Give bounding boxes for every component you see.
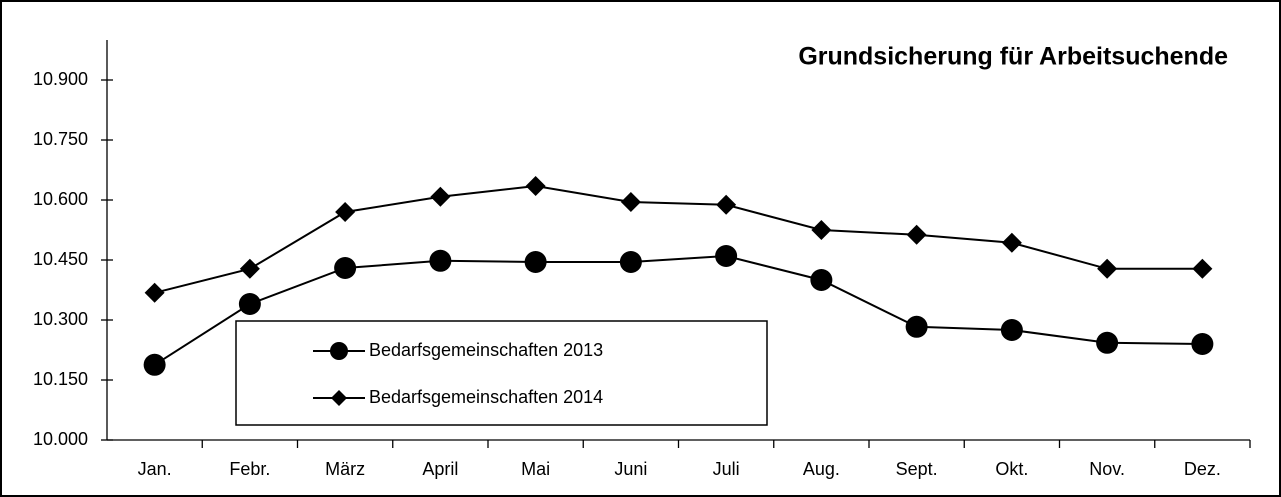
marker (1191, 333, 1214, 355)
marker (905, 315, 928, 338)
marker (1192, 258, 1213, 279)
y-tick-label: 10.600 (33, 189, 88, 209)
x-tick-label: März (325, 459, 365, 479)
marker (430, 186, 451, 207)
x-tick-label: Juni (614, 459, 647, 479)
series-line (154, 184, 1203, 294)
marker (334, 257, 357, 279)
marker (239, 258, 260, 279)
x-tick-label: Dez. (1184, 459, 1221, 479)
marker (1000, 319, 1023, 341)
marker (620, 192, 641, 212)
marker (715, 245, 738, 267)
marker (906, 224, 927, 245)
marker (238, 293, 261, 315)
marker (1001, 232, 1022, 253)
x-tick-label: Aug. (803, 459, 840, 479)
x-tick-label: Sept. (896, 459, 938, 479)
legend-box (235, 320, 768, 426)
marker (524, 251, 547, 273)
marker (144, 282, 165, 303)
x-tick-label: Juli (713, 459, 740, 479)
marker (1097, 258, 1118, 279)
x-tick-label: Nov. (1089, 459, 1125, 479)
chart-title: Grundsicherung für Arbeitsuchende (798, 43, 1228, 71)
marker (331, 390, 347, 406)
marker (810, 269, 833, 291)
y-tick-label: 10.000 (33, 429, 88, 449)
legend-label: Bedarfsgemeinschaften 2014 (369, 387, 603, 407)
marker (143, 353, 166, 376)
x-tick-label: Okt. (995, 459, 1028, 479)
marker (716, 194, 737, 215)
x-tick-label: April (422, 459, 458, 479)
marker (429, 249, 452, 272)
marker (811, 220, 832, 240)
x-tick-label: Febr. (229, 459, 270, 479)
y-tick-label: 10.150 (33, 369, 88, 389)
legend-label: Bedarfsgemeinschaften 2013 (369, 340, 603, 360)
y-tick-label: 10.300 (33, 309, 88, 329)
y-tick-label: 10.750 (33, 129, 88, 149)
series-line (154, 254, 1203, 366)
y-tick-label: 10.450 (33, 249, 88, 269)
marker (330, 342, 348, 360)
marker (335, 202, 356, 222)
marker (525, 176, 546, 196)
marker (1096, 331, 1119, 354)
marker (619, 251, 642, 273)
y-tick-label: 10.900 (33, 69, 88, 89)
x-tick-label: Jan. (138, 459, 172, 479)
x-tick-label: Mai (521, 459, 550, 479)
